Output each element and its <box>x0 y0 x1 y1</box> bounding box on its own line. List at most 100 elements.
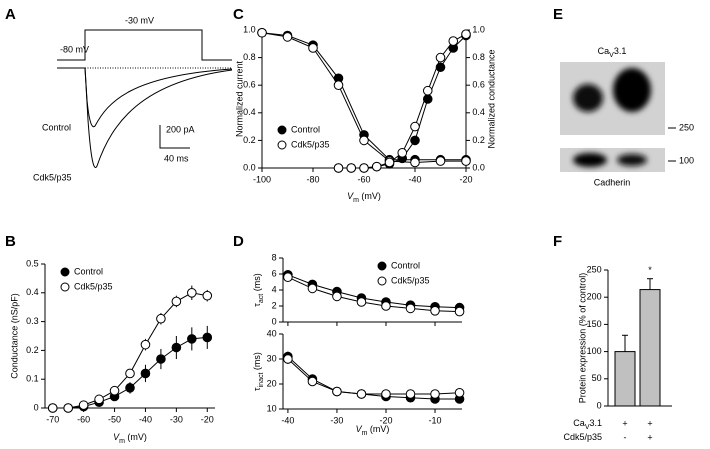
y-tick-label: 200 <box>587 292 602 302</box>
y-tick-label: 1.0 <box>472 24 485 34</box>
y-tick-label: 100 <box>587 346 602 356</box>
data-point <box>307 376 318 387</box>
x-tick-label: -10 <box>429 415 442 425</box>
control-trace <box>57 67 233 128</box>
y-tick-label: 0.2 <box>243 135 256 145</box>
cdk5-trace <box>84 67 233 168</box>
annotation: * <box>648 265 652 275</box>
y-tick-label: 1.0 <box>243 24 256 34</box>
data-point <box>410 157 420 168</box>
y-tick-label: 0.1 <box>26 374 39 384</box>
data-point <box>283 272 293 283</box>
data-point <box>78 400 89 410</box>
y-tick-label: 0.5 <box>26 258 39 268</box>
data-point <box>461 156 471 166</box>
panel-label: E <box>553 6 563 23</box>
legend-marker <box>377 276 387 286</box>
legend-marker <box>377 261 387 271</box>
data-point <box>202 290 213 301</box>
x-axis-label-part: (mV) <box>359 191 381 201</box>
x-axis-label: Vm (mV) <box>347 191 381 204</box>
x-tick-label: -40 <box>139 414 152 424</box>
y-tick-label: 0.8 <box>243 52 256 62</box>
data-point <box>346 163 357 173</box>
legend-label: Cdk5/p35 <box>291 139 330 149</box>
row-label: Cdk5/p35 <box>563 432 602 442</box>
row-label: CaV3.1 <box>573 418 602 431</box>
loading-label: Cadherin <box>594 177 631 187</box>
data-point <box>397 148 408 158</box>
x-tick-label: -60 <box>357 174 370 184</box>
data-point <box>109 385 120 396</box>
x-tick-label: -20 <box>459 174 472 184</box>
x-tick-label: -20 <box>379 415 392 425</box>
x-axis-label-part: V <box>347 191 354 201</box>
y-tick-label: 0.3 <box>26 316 39 326</box>
legend-marker <box>60 267 70 277</box>
data-point <box>156 354 166 364</box>
y-tick-label: 0 <box>272 316 277 326</box>
x-tick-label: -40 <box>281 415 294 425</box>
row-sign: + <box>647 418 652 428</box>
scale-label: 40 ms <box>164 153 189 163</box>
y-tick-label: 40 <box>267 328 277 338</box>
legend-marker <box>277 125 287 135</box>
band <box>573 84 603 112</box>
legend-marker <box>60 282 70 292</box>
step-label: -80 mV <box>60 44 89 54</box>
data-point <box>454 387 465 398</box>
data-point <box>435 156 446 166</box>
data-point <box>430 389 440 399</box>
y-tick-label: 0.0 <box>243 162 256 172</box>
data-point <box>356 297 367 307</box>
data-point <box>282 32 293 42</box>
y-tick-label: 2 <box>272 300 277 310</box>
band <box>617 154 647 166</box>
data-point <box>187 288 197 298</box>
data-point <box>125 383 135 393</box>
panel-label: A <box>5 6 16 23</box>
y-tick-label: 250 <box>587 264 602 274</box>
y-axis-label: τact (ms) <box>252 273 265 306</box>
row-label-part: 3.1 <box>589 418 602 428</box>
data-point <box>333 163 344 173</box>
y-axis-label-part: τ <box>252 303 262 307</box>
row-label-part: Cdk5/p35 <box>563 432 602 442</box>
data-point <box>359 163 369 173</box>
legend-label: Control <box>391 260 420 270</box>
data-point <box>461 29 471 39</box>
x-tick-label: -70 <box>46 414 59 424</box>
y-axis-label-part: inact <box>258 373 265 388</box>
row-sign: + <box>647 432 652 442</box>
legend-label: Control <box>291 124 320 134</box>
y-axis-label-part: (ms) <box>252 273 262 294</box>
y2-axis-label: Normalized conductance <box>486 49 496 148</box>
y-tick-label: 0.2 <box>26 345 39 355</box>
y-tick-label: 0.8 <box>472 52 485 62</box>
x-axis-label-part: m <box>353 197 359 204</box>
x-axis-label-part: V <box>113 432 120 442</box>
data-point <box>332 386 342 397</box>
data-point <box>381 389 391 399</box>
band <box>573 153 607 167</box>
y-tick-label: 0 <box>597 400 602 410</box>
x-axis-label-part: (mV) <box>367 424 389 434</box>
blot-title-part: V <box>609 52 614 59</box>
y-tick-label: 20 <box>267 378 277 388</box>
band <box>613 68 651 112</box>
x-axis-label-part: (mV) <box>125 432 147 442</box>
y-tick-label: 0.2 <box>472 135 485 145</box>
data-point <box>333 80 344 90</box>
legend-marker <box>277 140 287 150</box>
y-tick-label: 50 <box>592 373 602 383</box>
row-sign: + <box>622 418 627 428</box>
y-axis-label: Protein expression (% of control) <box>577 273 587 404</box>
data-point <box>307 283 318 294</box>
data-point <box>171 296 182 307</box>
data-point <box>187 334 197 344</box>
data-point <box>422 85 433 96</box>
y-tick-label: 0.0 <box>472 162 485 172</box>
panel-label: C <box>233 6 244 23</box>
panel-label: D <box>233 233 244 250</box>
panel-label: B <box>5 233 16 250</box>
